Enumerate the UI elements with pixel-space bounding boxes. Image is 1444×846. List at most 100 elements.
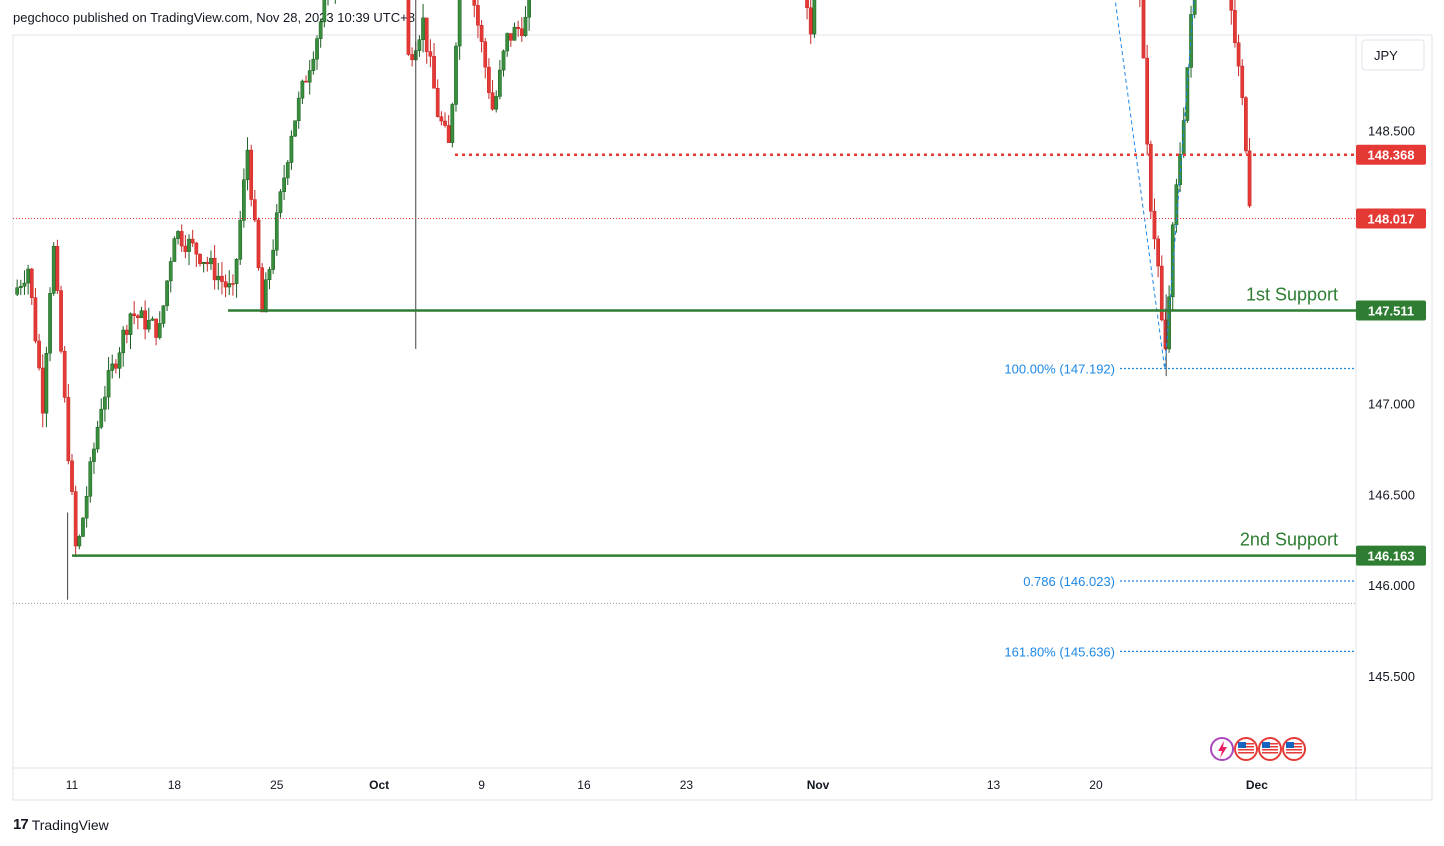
y-tick-label: 145.500 — [1368, 669, 1415, 684]
candle — [1156, 235, 1160, 278]
candle-body — [432, 56, 436, 89]
candle — [293, 120, 297, 138]
candle-body — [187, 238, 191, 252]
candle — [808, 0, 813, 45]
candle-body — [454, 45, 458, 105]
candle-body — [70, 460, 74, 492]
candle-body — [1148, 143, 1153, 212]
candle-body — [194, 242, 199, 255]
candle-body — [483, 41, 488, 68]
candle-body — [26, 268, 30, 284]
candle — [179, 224, 184, 253]
candle-body — [201, 261, 206, 264]
candle-body — [443, 120, 447, 126]
price-badge-text: 147.511 — [1368, 304, 1414, 319]
x-tick-label: 25 — [270, 778, 284, 792]
candle-body — [198, 253, 202, 264]
candle — [1244, 96, 1248, 154]
candle-body — [103, 396, 107, 410]
candle-body — [494, 96, 499, 110]
candle — [812, 0, 817, 39]
candle — [37, 333, 41, 371]
candle-body — [410, 54, 414, 61]
candle — [406, 0, 411, 56]
candle-body — [1141, 0, 1146, 59]
candle-body — [132, 313, 137, 316]
candle — [282, 164, 286, 200]
candle-body — [33, 297, 38, 342]
candle-body — [1167, 296, 1171, 350]
candle-body — [22, 282, 27, 287]
candle — [44, 346, 49, 428]
candle-body — [446, 125, 451, 143]
candle-body — [527, 0, 531, 18]
candle-body — [450, 104, 455, 143]
candle — [1139, 0, 1141, 7]
candle-body — [234, 259, 239, 284]
candle-body — [88, 461, 93, 497]
candle — [1233, 0, 1237, 48]
candle — [234, 258, 239, 298]
candle-body — [168, 261, 173, 282]
candle — [216, 262, 221, 290]
y-tick-label: 146.000 — [1368, 578, 1415, 593]
candle-body — [135, 315, 140, 318]
candle-body — [77, 536, 82, 547]
candle — [135, 313, 140, 330]
candle — [494, 90, 499, 113]
candle-body — [519, 28, 524, 36]
candle-body — [476, 5, 480, 26]
candle-body — [307, 70, 312, 83]
candle-body — [457, 0, 462, 47]
price-badge-text: 148.368 — [1368, 148, 1415, 163]
candle-body — [81, 517, 85, 537]
candle — [1247, 138, 1252, 208]
candle-body — [15, 287, 19, 295]
candle-body — [498, 69, 502, 97]
candle — [334, 0, 336, 4]
candle — [454, 42, 458, 112]
candle — [421, 3, 425, 53]
candle — [327, 0, 329, 6]
candle-body — [183, 245, 188, 252]
candle — [472, 0, 477, 18]
candle-body — [285, 162, 290, 179]
candle-body — [37, 340, 41, 369]
candle — [172, 236, 177, 262]
candle-body — [1156, 238, 1160, 267]
candle-body — [44, 352, 49, 414]
candle-body — [512, 26, 517, 41]
candle — [1240, 59, 1245, 106]
candle-body — [117, 352, 122, 369]
candle — [165, 280, 169, 311]
candle — [242, 168, 246, 228]
lightning-icon — [1210, 737, 1234, 761]
candle — [73, 485, 78, 558]
x-tick-label: 23 — [680, 778, 694, 792]
candle-body — [66, 397, 71, 462]
candle — [92, 442, 96, 474]
candle-body — [421, 17, 425, 40]
candle-body — [106, 370, 111, 398]
candle — [154, 318, 158, 346]
candle — [55, 239, 60, 294]
tradingview-footer[interactable]: 17 TradingView — [13, 816, 109, 833]
candle — [311, 51, 316, 75]
candle — [256, 217, 261, 271]
candle — [99, 398, 104, 430]
candle — [1141, 0, 1146, 59]
candle — [274, 203, 279, 256]
candle — [157, 311, 162, 340]
candle — [417, 35, 422, 57]
candle — [457, 0, 462, 60]
candle — [508, 33, 513, 47]
currency-label: JPY — [1374, 48, 1398, 63]
candle — [450, 102, 455, 148]
candle-body — [315, 38, 319, 60]
candle-body — [125, 329, 129, 335]
candle — [1229, 0, 1234, 25]
candle-body — [253, 199, 257, 221]
x-tick-label: 13 — [987, 778, 1001, 792]
candle-body — [1189, 14, 1193, 68]
